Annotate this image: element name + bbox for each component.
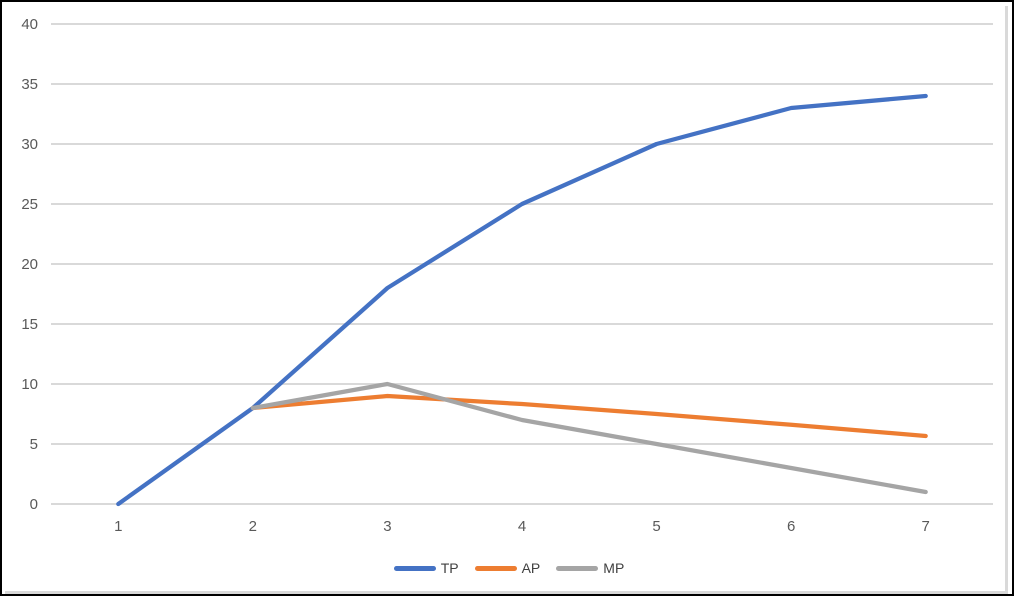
x-tick-label: 3 bbox=[383, 518, 391, 535]
x-tick-label: 1 bbox=[114, 518, 122, 535]
y-tick-label: 15 bbox=[21, 316, 38, 333]
series-line-ap bbox=[250, 393, 928, 439]
x-tick-label: 2 bbox=[249, 518, 257, 535]
legend-item-ap: AP bbox=[474, 560, 541, 576]
y-tick-label: 40 bbox=[21, 16, 38, 33]
legend-label-mp: MP bbox=[603, 560, 625, 576]
chart-area-bottom-border bbox=[5, 591, 1008, 594]
x-tick-label: 7 bbox=[922, 518, 930, 535]
y-tick-label: 10 bbox=[21, 376, 38, 393]
legend-swatch-tp bbox=[393, 565, 436, 571]
series-line-tp bbox=[116, 93, 928, 507]
legend-item-tp: TP bbox=[393, 560, 459, 576]
y-tick-label: 25 bbox=[21, 196, 38, 213]
y-tick-label: 0 bbox=[30, 496, 38, 513]
y-tick-label: 30 bbox=[21, 136, 38, 153]
y-tick-label: 35 bbox=[21, 76, 38, 93]
x-tick-label: 4 bbox=[518, 518, 526, 535]
y-tick-label: 5 bbox=[30, 436, 38, 453]
legend-item-mp: MP bbox=[556, 561, 624, 575]
legend-swatch-mp bbox=[556, 565, 599, 571]
series-line-mp bbox=[250, 381, 928, 495]
legend-label-tp: TP bbox=[440, 560, 459, 576]
chart-area-right-border bbox=[1005, 6, 1008, 593]
legend-swatch-ap bbox=[474, 565, 517, 571]
x-tick-label: 5 bbox=[652, 518, 660, 535]
chart-legend: TP AP MP bbox=[2, 554, 1014, 582]
y-tick-label: 20 bbox=[21, 256, 38, 273]
legend-label-ap: AP bbox=[521, 560, 541, 576]
x-tick-label: 6 bbox=[787, 518, 795, 535]
